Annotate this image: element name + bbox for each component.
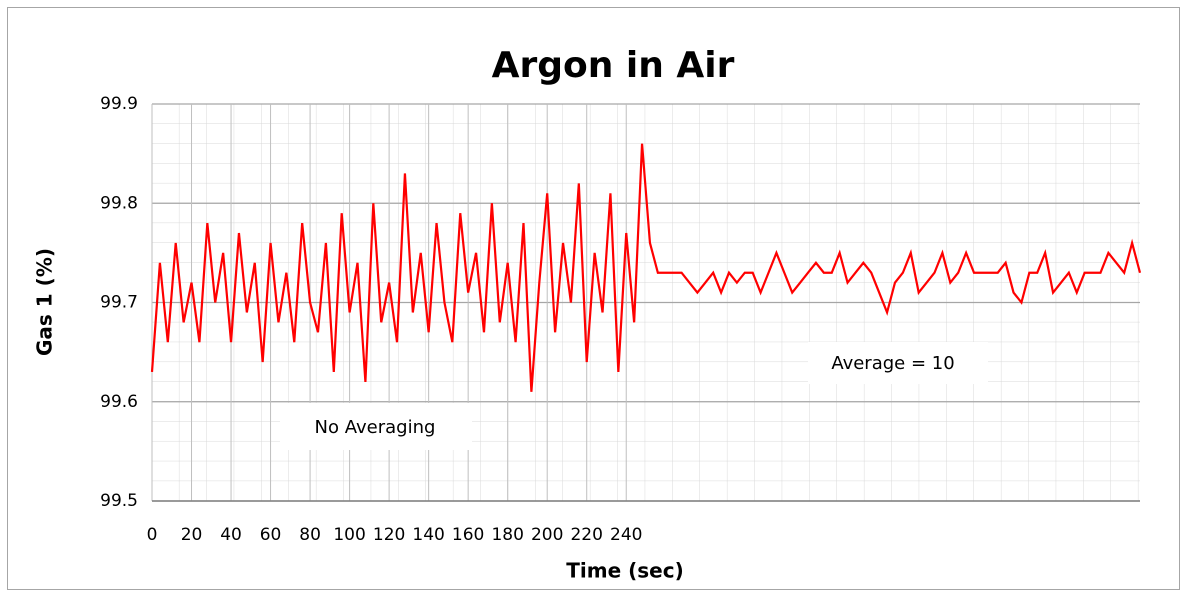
- annotation: No Averaging: [315, 417, 436, 438]
- x-tick-label: 20: [181, 525, 203, 545]
- y-tick-label: 99.7: [100, 293, 138, 313]
- y-axis-label: Gas 1 (%): [33, 248, 57, 356]
- x-axis-label: Time (sec): [566, 559, 683, 583]
- x-tick-label: 120: [373, 525, 405, 545]
- x-tick-label: 100: [333, 525, 365, 545]
- x-tick-label: 240: [610, 525, 642, 545]
- x-tick-label: 80: [299, 525, 321, 545]
- chart-title: Argon in Air: [492, 45, 735, 86]
- y-tick-label: 99.5: [100, 491, 138, 511]
- x-tick-label: 140: [412, 525, 444, 545]
- annotation-box: [280, 403, 472, 450]
- x-tick-label: 220: [570, 525, 602, 545]
- data-line: [150, 143, 1142, 392]
- x-tick-label: 0: [147, 525, 158, 545]
- x-tick-label: 60: [260, 525, 282, 545]
- y-tick-label: 99.6: [100, 392, 138, 412]
- plot: [150, 143, 1142, 392]
- x-tick-label: 160: [452, 525, 484, 545]
- x-tick-label: 200: [531, 525, 563, 545]
- y-tick-label: 99.8: [100, 193, 138, 213]
- annotation: Average = 10: [831, 353, 954, 374]
- x-tick-label: 40: [220, 525, 242, 545]
- annotation-box: [808, 342, 988, 384]
- x-tick-label: 180: [491, 525, 523, 545]
- y-tick-label: 99.9: [100, 94, 138, 114]
